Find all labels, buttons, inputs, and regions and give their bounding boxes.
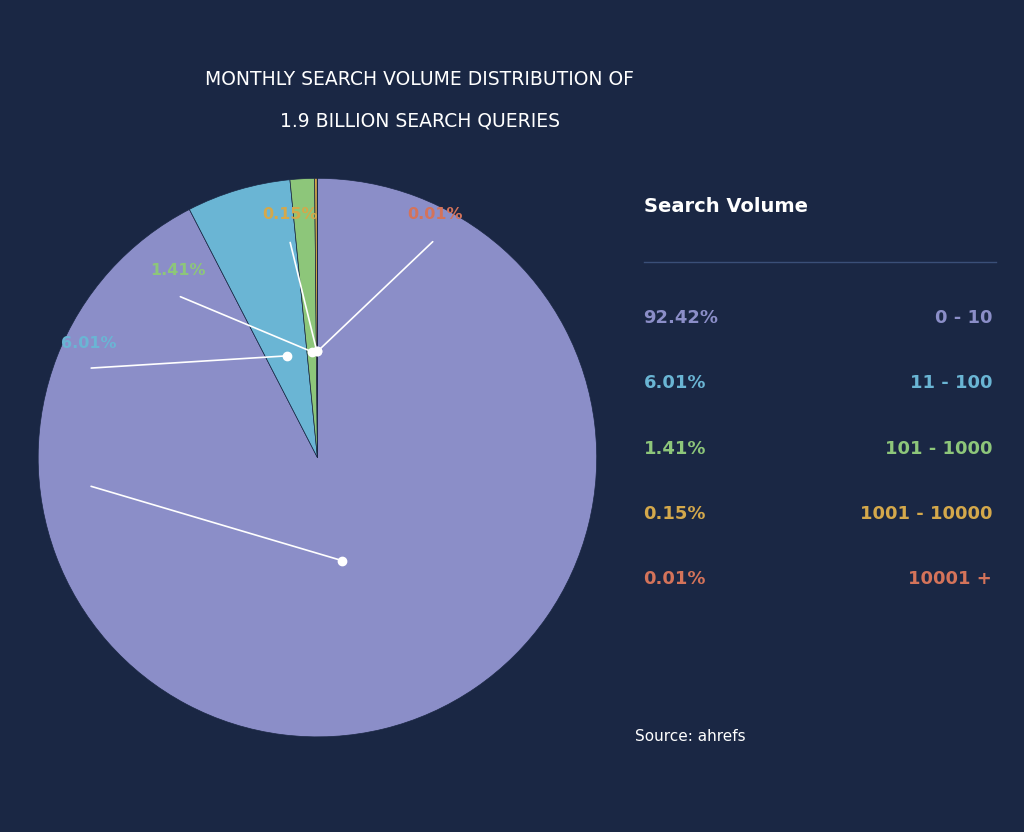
Text: 0.15%: 0.15% bbox=[262, 207, 317, 222]
Text: 92.42%: 92.42% bbox=[643, 310, 719, 327]
Text: 101 - 1000: 101 - 1000 bbox=[885, 439, 992, 458]
Text: 6.01%: 6.01% bbox=[643, 374, 707, 393]
Text: 1.41%: 1.41% bbox=[151, 263, 206, 278]
Wedge shape bbox=[38, 178, 597, 737]
Text: 0 - 10: 0 - 10 bbox=[935, 310, 992, 327]
Text: 6.01%: 6.01% bbox=[60, 335, 116, 350]
Wedge shape bbox=[314, 178, 317, 458]
Text: Source: ahrefs: Source: ahrefs bbox=[635, 729, 745, 744]
Text: 1.9 BILLION SEARCH QUERIES: 1.9 BILLION SEARCH QUERIES bbox=[280, 111, 560, 130]
Text: 10001 +: 10001 + bbox=[908, 570, 992, 588]
Text: Search Volume: Search Volume bbox=[643, 197, 808, 216]
Text: 0.15%: 0.15% bbox=[643, 505, 707, 522]
Text: 1.41%: 1.41% bbox=[643, 439, 707, 458]
Text: 0.01%: 0.01% bbox=[407, 207, 463, 222]
Text: 1001 - 10000: 1001 - 10000 bbox=[860, 505, 992, 522]
Wedge shape bbox=[290, 178, 317, 458]
Text: MONTHLY SEARCH VOLUME DISTRIBUTION OF: MONTHLY SEARCH VOLUME DISTRIBUTION OF bbox=[206, 70, 634, 88]
Text: 92.42%: 92.42% bbox=[55, 453, 122, 468]
Wedge shape bbox=[189, 180, 317, 458]
Text: 0.01%: 0.01% bbox=[643, 570, 707, 588]
Text: 11 - 100: 11 - 100 bbox=[909, 374, 992, 393]
